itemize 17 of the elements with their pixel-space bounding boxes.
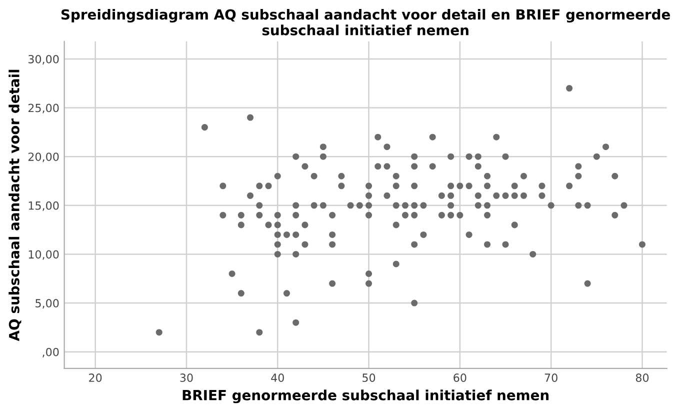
y-tick-label: 5,00 — [36, 299, 59, 309]
x-tick-label: 30 — [180, 374, 193, 382]
y-tick-label: 30,00 — [28, 54, 59, 64]
y-tick-label: 15,00 — [28, 201, 59, 211]
x-tick-label: 80 — [636, 374, 649, 382]
x-tick-label: 40 — [271, 374, 284, 382]
y-tick-label: 20,00 — [28, 152, 59, 162]
x-tick-label: 20 — [89, 374, 102, 382]
y-axis-title: AQ subschaal aandacht voor detail — [8, 70, 22, 342]
y-tick-label: ,00 — [42, 348, 59, 358]
y-tick-label: 10,00 — [28, 250, 59, 260]
x-axis-title: BRIEF genormeerde subschaal initiatief nemen — [182, 390, 549, 404]
y-tick-label: 25,00 — [28, 104, 59, 114]
x-tick-label: 50 — [362, 374, 376, 382]
x-tick-label: 60 — [454, 374, 466, 382]
x-tick-label: 70 — [544, 374, 558, 382]
chart-title: Spreidingsdiagram AQ subschaal aandacht voor detail en BRIEF genormeerde subschaal initiatief nemen — [61, 8, 670, 36]
